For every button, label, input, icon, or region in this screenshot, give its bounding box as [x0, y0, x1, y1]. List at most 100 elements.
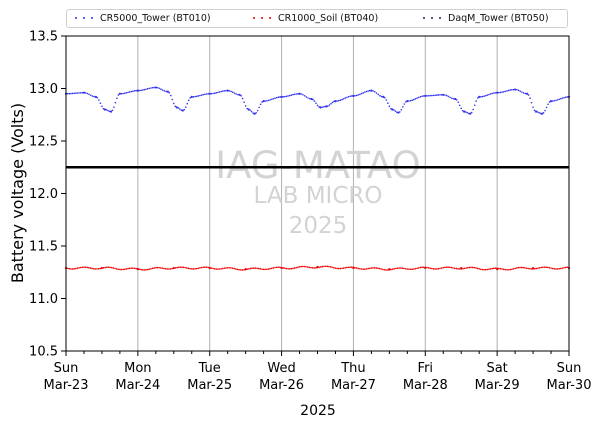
series-trace-dot — [473, 266, 476, 269]
series-trace-dot — [530, 101, 533, 104]
series-trace-dot — [79, 266, 82, 269]
series-trace-dot — [328, 265, 330, 268]
data-point — [478, 95, 481, 98]
series-trace-dot — [455, 99, 458, 101]
x-tick-label-date: Mar-29 — [475, 378, 520, 393]
series-trace-dot — [475, 100, 477, 102]
data-point — [424, 94, 427, 97]
series-trace-dot — [238, 268, 240, 271]
series-trace-dot — [373, 267, 376, 269]
series-trace-dot — [184, 106, 187, 108]
series-trace-dot — [321, 265, 324, 268]
series-trace-dot — [529, 267, 531, 270]
series-trace-dot — [192, 96, 195, 98]
series-trace-dot — [548, 266, 551, 269]
series-trace-dot — [221, 90, 224, 92]
legend-item-cr1000: CR1000_Soil (BT040) — [251, 10, 378, 27]
series-trace-dot — [494, 91, 497, 94]
series-trace-dot — [266, 268, 268, 271]
series-trace-dot — [160, 88, 162, 90]
series-trace-dot — [365, 90, 368, 93]
series-trace-dot — [533, 109, 536, 112]
legend-item-cr5000: CR5000_Tower (BT010) — [73, 10, 211, 27]
series-trace-dot — [385, 99, 388, 101]
series-trace-dot — [261, 268, 263, 270]
series-trace-dot — [432, 268, 435, 270]
series-trace-dot — [306, 266, 309, 268]
series-trace-dot — [429, 94, 431, 97]
series-trace-dot — [374, 90, 376, 93]
y-tick-label: 12.0 — [29, 187, 58, 202]
series-trace-dot — [444, 266, 446, 269]
data-point — [208, 266, 211, 270]
series-trace-dot — [368, 267, 371, 270]
series-trace-dot — [156, 266, 159, 269]
series-trace-dot — [230, 90, 232, 93]
series-trace-dot — [287, 267, 289, 270]
series-trace-dot — [190, 268, 193, 270]
y-tick-label: 13.0 — [29, 82, 58, 97]
series-trace-dot — [313, 267, 316, 269]
series-trace-dot — [183, 108, 186, 111]
series-trace-dot — [521, 91, 523, 93]
series-trace-dot — [256, 267, 258, 270]
series-trace-dot — [489, 93, 492, 95]
series-trace-dot — [305, 265, 307, 268]
series-trace-dot — [337, 267, 340, 270]
series-trace-dot — [204, 93, 206, 96]
data-point — [531, 266, 535, 270]
series-trace-dot — [125, 268, 128, 270]
series-trace-dot — [187, 267, 190, 270]
series-trace-dot — [336, 100, 338, 102]
series-trace-dot — [450, 266, 453, 269]
series-trace-dot — [249, 109, 251, 111]
data-point — [388, 268, 391, 271]
series-trace-dot — [543, 266, 546, 268]
series-trace-dot — [161, 267, 164, 269]
series-trace-dot — [290, 267, 293, 270]
series-trace-dot — [432, 94, 435, 97]
series-trace-dot — [115, 268, 118, 270]
series-trace-dot — [422, 95, 425, 97]
series-trace-dot — [151, 267, 154, 270]
series-trace-dot — [212, 267, 214, 270]
series-trace-dot — [385, 269, 387, 271]
series-trace-dot — [416, 97, 418, 99]
series-trace-dot — [553, 267, 556, 270]
series-trace-dot — [101, 105, 103, 108]
series-trace-dot — [145, 88, 147, 91]
series-trace-dot — [274, 97, 276, 99]
series-trace-dot — [399, 267, 402, 269]
series-trace-dot — [365, 268, 368, 270]
series-trace-dot — [564, 266, 567, 269]
series-trace-dot — [189, 267, 191, 270]
legend-dot — [269, 16, 271, 19]
legend-dot — [75, 16, 77, 19]
series-trace-dot — [419, 266, 422, 269]
series-trace-dot — [74, 92, 77, 94]
series-trace-dot — [70, 92, 72, 95]
series-trace-dot — [422, 266, 425, 268]
series-trace-dot — [86, 266, 89, 269]
series-trace-dot — [132, 90, 134, 92]
series-trace-dot — [506, 90, 508, 92]
data-point — [190, 95, 193, 98]
series-trace-dot — [501, 268, 503, 270]
series-trace-dot — [315, 267, 317, 269]
series-trace-dot — [509, 89, 512, 91]
series-trace-dot — [135, 267, 138, 270]
series-trace-dot — [150, 267, 152, 270]
series-trace-dot — [98, 99, 100, 101]
series-trace-dot — [486, 94, 489, 96]
series-trace-dot — [408, 100, 410, 102]
series-trace-dot — [270, 98, 273, 101]
series-trace-dot — [308, 266, 311, 269]
series-trace-dot — [225, 267, 227, 269]
series-trace-dot — [402, 106, 404, 108]
data-point — [280, 95, 283, 98]
series-trace-dot — [346, 96, 348, 99]
series-trace-dot — [110, 266, 113, 269]
series-trace-dot — [440, 94, 443, 96]
series-trace-dot — [497, 267, 500, 270]
series-trace-dot — [297, 93, 299, 95]
